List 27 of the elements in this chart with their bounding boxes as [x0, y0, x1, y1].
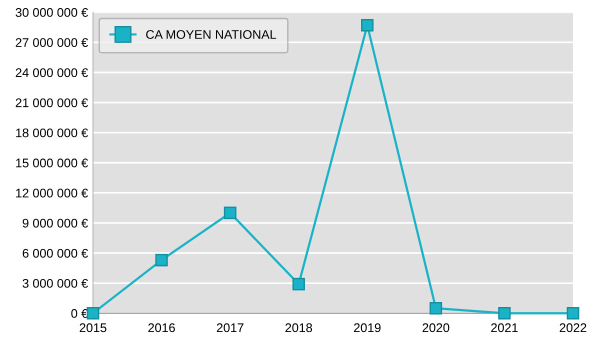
point [224, 206, 236, 220]
point [155, 254, 168, 266]
y-tick-label: 24 000 000 € [16, 68, 88, 78]
point [86, 307, 100, 320]
y-tick-label: 27 000 000 € [16, 38, 88, 47]
point [361, 19, 374, 32]
x-tick-label: 2016 [148, 323, 175, 332]
y-tick-label: 18 000 000 € [16, 128, 88, 138]
x-tick-label: 2021 [491, 323, 518, 332]
y-tick-label: 30 000 000 € [16, 8, 88, 17]
point [292, 278, 305, 290]
x-tick-label: 2017 [216, 323, 244, 332]
y-tick-label: 3 000 000 € [22, 278, 88, 288]
x-tick-label: 2015 [80, 323, 106, 332]
y-tick-label: 15 000 000 € [16, 158, 88, 168]
x-tick-label: 2018 [285, 323, 312, 332]
x-tick-label: 2019 [354, 323, 381, 332]
y-tick-label: 12 000 000 € [16, 188, 88, 198]
x-tick-label: 2020 [422, 323, 450, 332]
legend-label: CA MOYEN NATIONAL [146, 30, 276, 39]
y-tick-label: 9 000 000 € [22, 218, 88, 228]
point [430, 302, 442, 314]
x-tick-label: 2022 [560, 323, 586, 332]
y-tick-label: 21 000 000 € [16, 98, 88, 108]
point [498, 307, 511, 320]
y-tick-label: 6 000 000 € [22, 248, 88, 258]
point [566, 307, 580, 320]
